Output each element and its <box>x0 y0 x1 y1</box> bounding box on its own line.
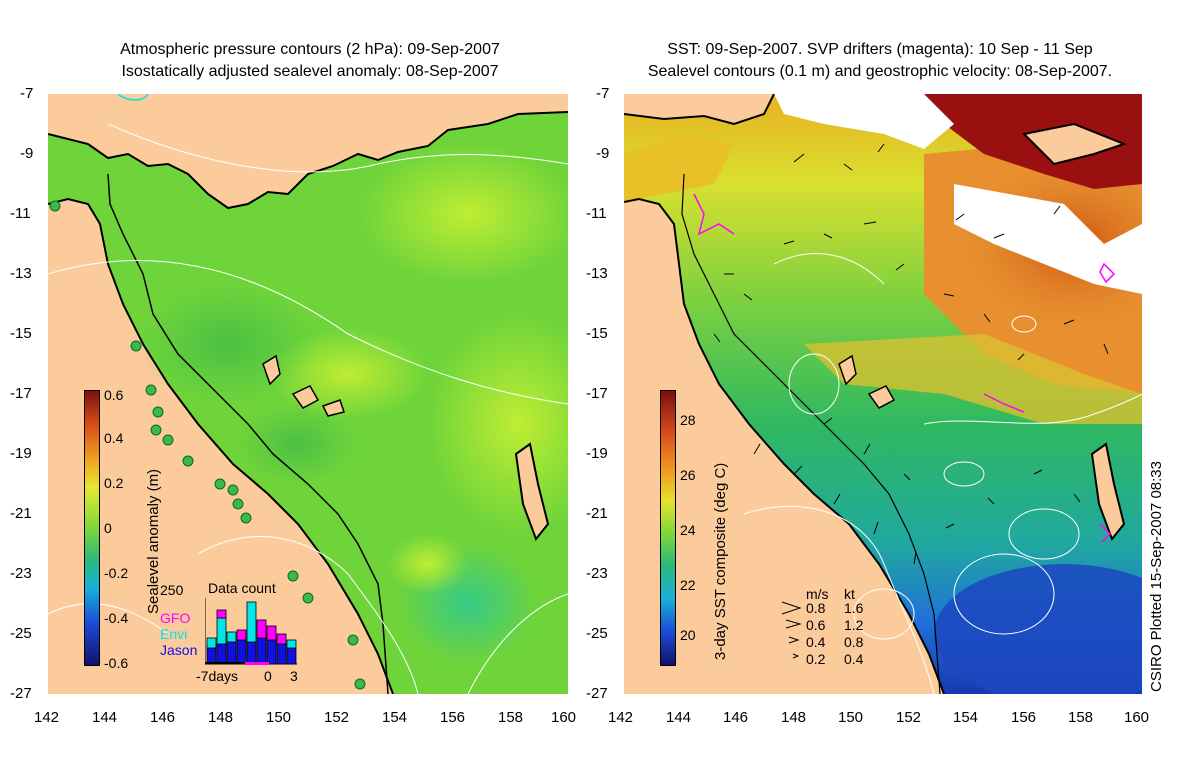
velocity-legend-ms: 0.2 <box>806 651 826 667</box>
data-count-inset: 250 Data count GFO Envi Jason -7days 0 3 <box>150 578 300 688</box>
left-map-panel <box>48 94 568 694</box>
left-x-tick: 152 <box>324 709 350 726</box>
sla-colorbar-tick: 0.6 <box>104 387 124 403</box>
right-y-tick: -21 <box>586 505 608 522</box>
left-title-line2: Isostatically adjusted sealevel anomaly:… <box>121 63 499 80</box>
right-x-tick: 158 <box>1068 709 1094 726</box>
left-y-tick: -11 <box>10 205 31 222</box>
inset-x-label-zero: 0 <box>264 668 272 684</box>
left-y-tick: -13 <box>10 265 32 282</box>
velocity-legend-ms: 0.4 <box>806 634 826 650</box>
left-y-tick: -17 <box>10 385 32 402</box>
right-y-tick: -13 <box>586 265 608 282</box>
velocity-legend-ms: 0.8 <box>806 600 826 616</box>
right-y-tick: -19 <box>586 445 608 462</box>
sst-colorbar-tick: 22 <box>680 577 696 593</box>
right-x-tick: 150 <box>838 709 864 726</box>
inset-legend-jason: Jason <box>160 642 198 658</box>
left-x-tick: 158 <box>498 709 524 726</box>
left-title-line1: Atmospheric pressure contours (2 hPa): 0… <box>120 41 500 58</box>
right-y-tick: -15 <box>586 325 608 342</box>
sealevel-anomaly-map <box>48 94 568 694</box>
velocity-arrows <box>713 143 1109 565</box>
velocity-legend-header-ms: m/s <box>806 586 829 602</box>
sla-colorbar <box>84 390 100 666</box>
right-map-panel <box>624 94 1142 694</box>
right-x-tick: 146 <box>723 709 749 726</box>
right-x-tick: 148 <box>781 709 807 726</box>
velocity-legend: m/s kt 0.8 1.6 0.6 1.2 0.4 0.8 0.2 0.4 <box>780 586 880 670</box>
left-x-tick: 156 <box>440 709 466 726</box>
right-x-tick: 160 <box>1124 709 1150 726</box>
right-x-tick: 142 <box>608 709 634 726</box>
right-y-tick: -17 <box>586 385 608 402</box>
inset-legend-gfo: GFO <box>160 610 191 626</box>
sst-colorbar-tick: 20 <box>680 627 696 643</box>
sla-colorbar-tick: -0.2 <box>104 565 129 581</box>
right-y-tick: -25 <box>586 625 608 642</box>
right-y-tick: -27 <box>586 685 608 702</box>
inset-title: Data count <box>208 580 276 596</box>
inset-y-max: 250 <box>160 582 184 598</box>
left-x-tick: 150 <box>266 709 292 726</box>
left-x-tick: 148 <box>208 709 234 726</box>
left-y-tick: -27 <box>10 685 32 702</box>
left-y-tick: -25 <box>10 625 32 642</box>
data-count-histogram <box>205 598 297 665</box>
left-y-tick: -19 <box>10 445 32 462</box>
left-x-tick: 144 <box>92 709 118 726</box>
velocity-legend-arrows <box>781 601 802 659</box>
sst-colorbar-label: 3-day SST composite (deg C) <box>712 462 729 660</box>
left-y-tick: -7 <box>20 85 34 102</box>
plot-credit: CSIRO Plotted 15-Sep-2007 08:33 <box>1148 461 1165 692</box>
left-y-tick: -15 <box>10 325 32 342</box>
velocity-legend-kt: 0.4 <box>844 651 864 667</box>
right-x-tick: 154 <box>953 709 979 726</box>
velocity-legend-kt: 1.2 <box>844 617 864 633</box>
sla-colorbar-tick: 0.2 <box>104 475 124 491</box>
right-x-tick: 144 <box>666 709 692 726</box>
left-x-tick: 146 <box>150 709 176 726</box>
right-y-tick: -23 <box>586 565 608 582</box>
left-y-tick: -21 <box>10 505 32 522</box>
sla-colorbar-tick: 0 <box>104 520 112 536</box>
left-y-tick: -9 <box>20 145 34 162</box>
left-x-tick: 142 <box>34 709 60 726</box>
sst-colorbar-tick: 28 <box>680 412 696 428</box>
right-y-tick: -11 <box>586 205 607 222</box>
left-x-tick: 154 <box>382 709 408 726</box>
sst-map <box>624 94 1142 694</box>
left-x-tick: 160 <box>551 709 577 726</box>
right-title-line2: Sealevel contours (0.1 m) and geostrophi… <box>647 63 1113 80</box>
sst-colorbar-tick: 26 <box>680 467 696 483</box>
right-title-line1: SST: 09-Sep-2007. SVP drifters (magenta)… <box>667 41 1093 58</box>
sla-colorbar-tick: 0.4 <box>104 430 124 446</box>
sla-colorbar-tick: -0.4 <box>104 610 129 626</box>
sla-colorbar-tick: -0.6 <box>104 655 129 671</box>
sst-colorbar-tick: 24 <box>680 522 696 538</box>
velocity-legend-kt: 1.6 <box>844 600 864 616</box>
velocity-legend-ms: 0.6 <box>806 617 826 633</box>
right-y-tick: -7 <box>596 85 610 102</box>
right-x-tick: 156 <box>1011 709 1037 726</box>
velocity-legend-header-kt: kt <box>844 586 855 602</box>
velocity-legend-kt: 0.8 <box>844 634 864 650</box>
inset-x-label-end: 3 <box>290 668 298 684</box>
sst-colorbar <box>660 390 676 666</box>
right-y-tick: -9 <box>596 145 610 162</box>
inset-legend-envi: Envi <box>160 626 188 642</box>
left-y-tick: -23 <box>10 565 32 582</box>
inset-x-label-start: -7days <box>196 668 239 684</box>
right-x-tick: 152 <box>896 709 922 726</box>
